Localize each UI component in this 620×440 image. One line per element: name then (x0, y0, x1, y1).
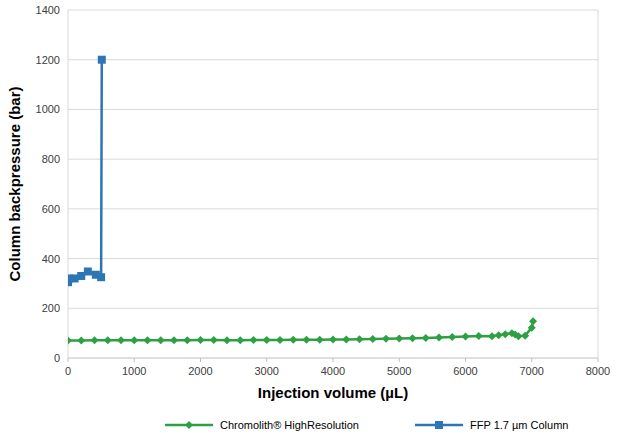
x-tick (598, 358, 599, 362)
y-axis-title: Column backpressure (bar) (6, 86, 23, 281)
data-point (462, 333, 470, 341)
series-line (68, 60, 102, 282)
data-point (157, 336, 165, 344)
data-point (98, 56, 106, 64)
data-point (501, 330, 509, 338)
data-point (263, 336, 271, 344)
data-point (356, 335, 364, 343)
grid-line (68, 159, 598, 160)
x-axis-title: Injection volume (µL) (258, 384, 408, 401)
data-point (68, 337, 72, 345)
x-tick (266, 358, 267, 362)
data-point (528, 324, 536, 332)
series-line (68, 321, 533, 340)
y-tick-label: 400 (42, 253, 60, 265)
data-point (395, 335, 403, 343)
data-point (104, 336, 112, 344)
data-point (382, 335, 390, 343)
legend-marker (435, 421, 443, 429)
data-point (84, 267, 92, 275)
grid-line (68, 59, 598, 60)
data-point (475, 332, 483, 340)
axis-line (598, 10, 599, 358)
data-point (183, 336, 191, 344)
x-tick-label: 7000 (520, 365, 544, 377)
data-point (289, 336, 297, 344)
data-point (210, 336, 218, 344)
data-point (197, 336, 205, 344)
data-point (117, 336, 125, 344)
x-tick (68, 358, 69, 362)
x-tick (134, 358, 135, 362)
grid-line (68, 208, 598, 209)
x-tick (399, 358, 400, 362)
data-point (223, 336, 231, 344)
data-point (170, 336, 178, 344)
axis-line (68, 10, 69, 358)
data-point (369, 335, 377, 343)
data-point (422, 334, 430, 342)
y-tick-label: 1000 (36, 103, 60, 115)
data-point (144, 336, 152, 344)
data-point (515, 332, 523, 340)
x-tick-label: 3000 (255, 365, 279, 377)
data-point (488, 332, 496, 340)
grid-line (68, 10, 598, 11)
data-point (448, 333, 456, 341)
x-tick (200, 358, 201, 362)
legend-label: FFP 1.7 µm Column (470, 419, 568, 431)
x-tick-label: 5000 (387, 365, 411, 377)
data-point (435, 334, 443, 342)
x-tick-label: 0 (65, 365, 71, 377)
legend-label: Chromolith® HighResolution (220, 419, 359, 431)
y-tick-label: 1200 (36, 54, 60, 66)
data-point (521, 332, 529, 340)
grid-line (68, 308, 598, 309)
data-point (236, 336, 244, 344)
data-point (250, 336, 258, 344)
data-point (303, 336, 311, 344)
y-tick-label: 800 (42, 153, 60, 165)
x-tick-label: 4000 (321, 365, 345, 377)
x-tick (465, 358, 466, 362)
x-tick (531, 358, 532, 362)
data-point (409, 334, 417, 342)
x-tick (333, 358, 334, 362)
data-point (276, 336, 284, 344)
data-point (316, 336, 324, 344)
grid-line (68, 258, 598, 259)
data-point (91, 336, 99, 344)
grid-line (68, 109, 598, 110)
x-tick-label: 8000 (586, 365, 610, 377)
data-point (495, 331, 503, 339)
data-point (529, 317, 537, 325)
chart: 0 200 400 600 800 1000 1200 1400 0 1000 2000 3000 40… (0, 0, 620, 440)
x-tick-label: 1000 (122, 365, 146, 377)
plot-area (68, 56, 537, 345)
x-tick-label: 6000 (453, 365, 477, 377)
y-tick-label: 1400 (36, 4, 60, 16)
data-point (329, 336, 337, 344)
y-tick-label: 600 (42, 203, 60, 215)
data-point (97, 273, 105, 281)
data-point (77, 337, 85, 345)
x-tick-label: 2000 (188, 365, 212, 377)
y-tick-label: 200 (42, 302, 60, 314)
data-point (342, 336, 350, 344)
data-point (130, 336, 138, 344)
legend-marker (185, 421, 193, 429)
y-tick-label: 0 (54, 352, 60, 364)
